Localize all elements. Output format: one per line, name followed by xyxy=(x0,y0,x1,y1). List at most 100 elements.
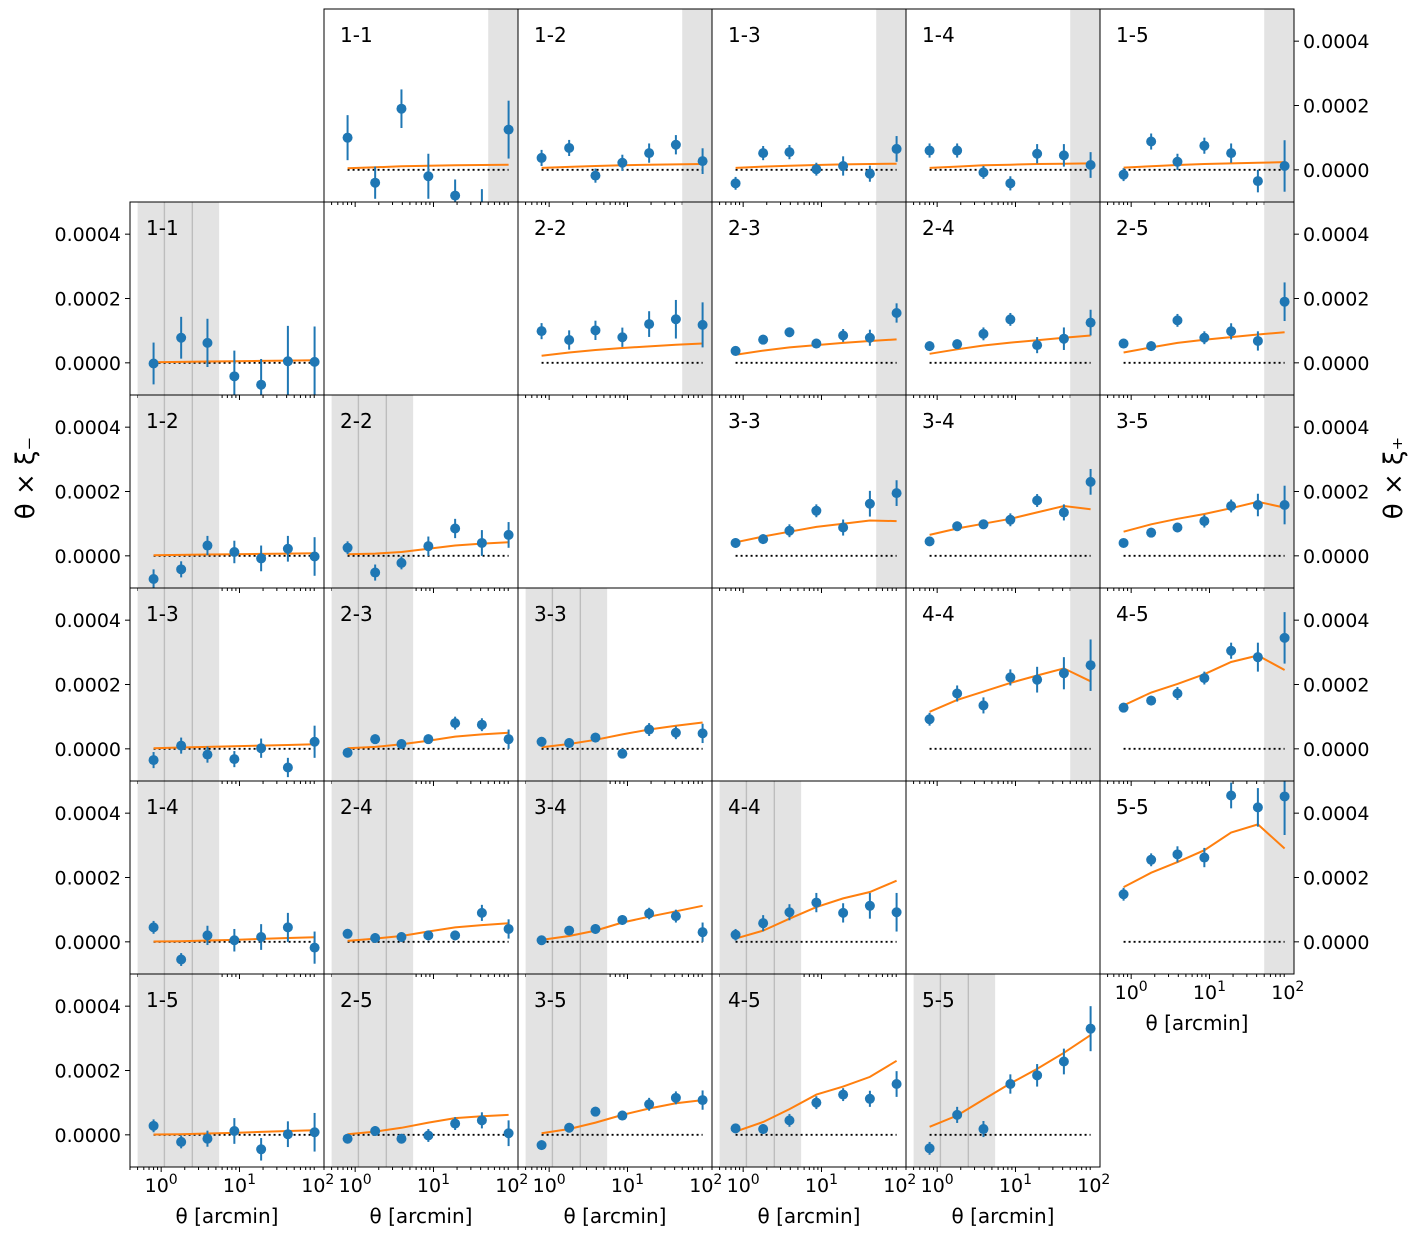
x-tick-exponent: 0 xyxy=(557,1172,566,1188)
data-point xyxy=(342,747,353,758)
data-point xyxy=(758,918,769,929)
panel-xi-minus-2-2: 2-2 xyxy=(323,394,519,593)
y-tick-label: 0.0004 xyxy=(1303,31,1369,53)
data-point xyxy=(1172,315,1183,326)
scale-cut-shading xyxy=(682,9,712,202)
y-tick-label: 0.0000 xyxy=(1303,353,1369,375)
data-point xyxy=(1118,537,1129,548)
panel-label: 4-4 xyxy=(922,602,955,626)
data-point xyxy=(1118,338,1129,349)
scale-cut-shading xyxy=(1264,202,1294,395)
y-tick-label: 0.0000 xyxy=(55,1125,121,1147)
x-tick-base: 10 xyxy=(223,1175,247,1197)
x-tick-label: 102 xyxy=(689,1172,722,1197)
data-point xyxy=(811,1097,822,1108)
data-point xyxy=(924,714,935,725)
scale-cut-shading xyxy=(488,9,518,202)
data-point xyxy=(309,736,320,747)
scale-cut-shading xyxy=(876,395,906,588)
model-curve xyxy=(541,342,703,357)
data-point xyxy=(697,1095,708,1106)
x-axis-title: θ [arcmin] xyxy=(370,1204,473,1228)
data-point xyxy=(697,156,708,167)
data-point xyxy=(503,1128,514,1139)
x-tick-base: 10 xyxy=(883,1175,907,1197)
data-point xyxy=(617,157,628,168)
panel-plot-area xyxy=(924,395,1100,588)
model-curve xyxy=(929,162,1091,169)
data-point xyxy=(784,327,795,338)
panel-label: 1-3 xyxy=(728,23,761,47)
x-tick-exponent: 0 xyxy=(751,1172,760,1188)
data-point xyxy=(282,543,293,554)
data-point xyxy=(838,907,849,918)
x-axis-title: θ [arcmin] xyxy=(758,1204,861,1228)
panel-plot-area xyxy=(525,588,708,781)
y-tick-label: 0.0004 xyxy=(1303,610,1369,632)
data-point xyxy=(1279,791,1290,802)
x-tick-exponent: 2 xyxy=(1101,1172,1110,1188)
data-point xyxy=(590,325,601,336)
data-point xyxy=(1118,889,1129,900)
data-point xyxy=(370,734,381,745)
y-tick-label: 0.0002 xyxy=(1303,96,1369,118)
data-point xyxy=(670,314,681,325)
data-point xyxy=(1226,790,1237,801)
panel-xi-plus-4-4: 4-4 xyxy=(905,587,1101,786)
x-tick-label: 101 xyxy=(223,1172,256,1197)
data-point xyxy=(952,1109,963,1120)
data-point xyxy=(202,337,213,348)
x-tick-exponent: 1 xyxy=(1023,1172,1032,1188)
data-point xyxy=(309,1127,320,1138)
data-point xyxy=(450,930,461,941)
x-tick-label: 101 xyxy=(1193,979,1226,1004)
data-point xyxy=(536,935,547,946)
panel-label: 2-2 xyxy=(340,409,373,433)
data-point xyxy=(1279,296,1290,307)
panel-plot-area xyxy=(1118,202,1294,395)
panel-label: 2-5 xyxy=(340,988,373,1012)
x-tick-exponent: 0 xyxy=(169,1172,178,1188)
x-tick-base: 10 xyxy=(339,1175,363,1197)
data-point xyxy=(1005,178,1016,189)
data-point xyxy=(423,734,434,745)
data-point xyxy=(148,755,159,766)
data-point xyxy=(1172,522,1183,533)
x-tick-label: 102 xyxy=(495,1172,528,1197)
x-tick-label: 102 xyxy=(1077,1172,1110,1197)
data-point xyxy=(784,907,795,918)
y-tick-label: 0.0000 xyxy=(55,932,121,954)
data-point xyxy=(617,748,628,759)
data-point xyxy=(229,371,240,382)
panel-plot-area xyxy=(137,588,320,781)
model-curve xyxy=(735,1059,898,1133)
data-point xyxy=(978,700,989,711)
data-point xyxy=(370,932,381,943)
data-point xyxy=(1005,514,1016,525)
panel-label: 2-4 xyxy=(340,795,373,819)
data-point xyxy=(282,762,293,773)
data-point xyxy=(978,519,989,530)
model-curve xyxy=(1123,161,1285,169)
data-point xyxy=(1252,802,1263,813)
data-point xyxy=(1279,632,1290,643)
y-tick-label: 0.0002 xyxy=(1303,675,1369,697)
data-point xyxy=(644,908,655,919)
data-point xyxy=(1085,160,1096,171)
panel-xi-minus-3-4: 3-4 xyxy=(517,780,713,979)
y-tick-label: 0.0000 xyxy=(55,546,121,568)
data-point xyxy=(644,724,655,735)
panel-xi-plus-1-4: 1-4 xyxy=(905,8,1101,207)
data-point xyxy=(864,900,875,911)
panel-xi-plus-3-5: 3-5 0.0000 0.0002 0.0004 xyxy=(1099,394,1369,593)
panel-label: 1-2 xyxy=(534,23,567,47)
data-point xyxy=(476,907,487,918)
data-point xyxy=(1226,148,1237,159)
x-tick-label: 101 xyxy=(611,1172,644,1197)
data-point xyxy=(229,754,240,765)
empty-panel-frame xyxy=(711,587,907,782)
empty-panel-frame xyxy=(517,394,713,589)
data-point xyxy=(952,688,963,699)
y-tick-label: 0.0002 xyxy=(55,482,121,504)
